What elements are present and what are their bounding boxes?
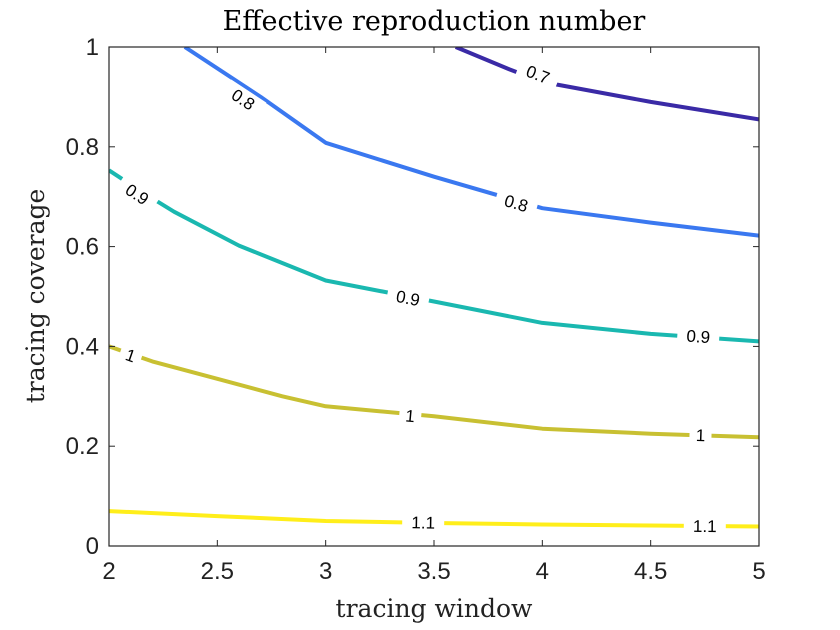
x-tick-label: 3.5 [417, 558, 450, 585]
contour-label: 1 [695, 426, 705, 445]
x-tick-label: 4 [536, 558, 549, 585]
y-tick-label: 1 [86, 34, 99, 61]
contour-label-gap [220, 79, 267, 120]
contour-line-1 [109, 344, 759, 440]
contour-label-group: 0.9 [385, 284, 431, 312]
y-tick-label: 0.8 [66, 134, 99, 161]
contour-label-gap [514, 57, 562, 92]
contour-line-0-8 [183, 47, 759, 238]
x-tick-label: 5 [752, 558, 765, 585]
contour-label-group: 1 [398, 404, 423, 427]
y-axis: 0 0.2 0.4 0.6 0.8 1 [66, 34, 759, 560]
chart-title: Effective reproduction number [223, 6, 646, 37]
contour-label-gap [493, 187, 540, 219]
contour-label-gap [683, 515, 726, 537]
contour-label-group: 1 [117, 342, 145, 369]
y-axis-label: tracing coverage [21, 189, 50, 404]
contour-label: 1 [405, 406, 416, 426]
y-tick-label: 0.6 [66, 234, 99, 261]
contour-label-gap [398, 404, 423, 427]
contour-label-group: 1.1 [402, 512, 445, 533]
contour-label-gap [402, 512, 445, 533]
y-tick-label: 0 [86, 533, 99, 560]
contour-label-group: 1 [689, 424, 712, 446]
contour-label-gap [114, 174, 161, 215]
x-axis: 2 2.5 3 3.5 4 4.5 5 [102, 47, 766, 585]
contour-label-gap [689, 424, 712, 446]
contour-label-group: 0.9 [676, 324, 720, 348]
contour-label-gap [676, 324, 720, 348]
contour-label: 1.1 [411, 513, 435, 532]
contour-label: 1.1 [693, 517, 717, 536]
x-tick-label: 3 [319, 558, 332, 585]
x-axis-label: tracing window [336, 594, 534, 623]
contour-label: 0.9 [395, 287, 422, 310]
contour-label-gap [385, 284, 431, 312]
contour-label-group: 1.1 [683, 515, 726, 537]
contour-label-gap [117, 342, 145, 369]
x-tick-label: 2.5 [201, 558, 234, 585]
x-tick-label: 2 [102, 558, 115, 585]
contour-label: 0.9 [686, 327, 711, 348]
x-tick-label: 4.5 [634, 558, 667, 585]
y-tick-label: 0.2 [66, 433, 99, 460]
y-tick-label: 0.4 [66, 333, 99, 360]
